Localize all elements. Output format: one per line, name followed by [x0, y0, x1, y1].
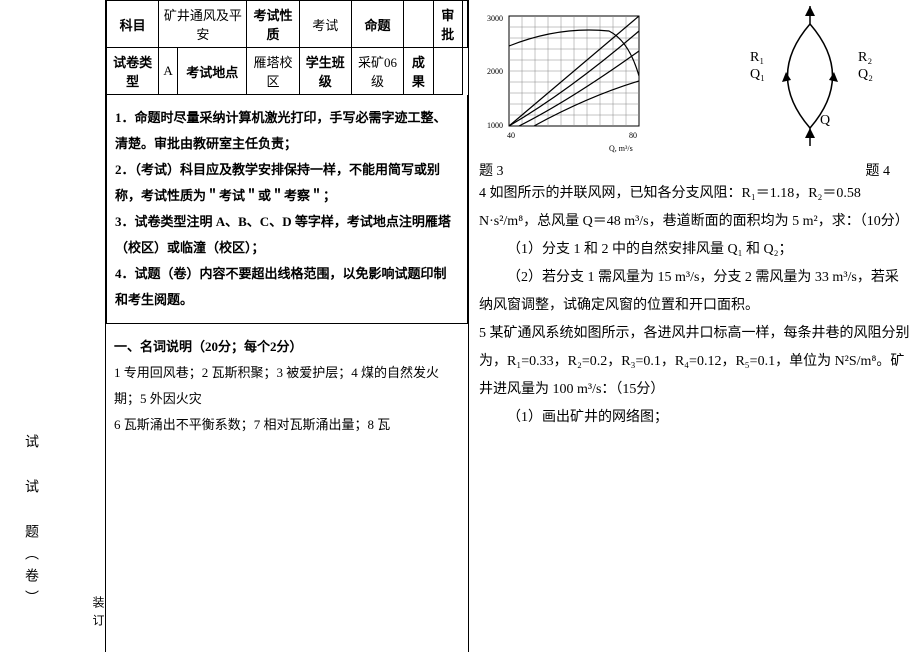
left-margin: 试 试 题（卷） 装订 [0, 0, 106, 652]
chart-figure-3: 3000 2000 1000 40 80 Q, m³/s [479, 6, 659, 156]
r1-label: R₁ [750, 50, 764, 65]
svg-text:80: 80 [629, 131, 637, 140]
problem-5-intro: 5 某矿通风系统如图所示，各进风井口标高一样，每条井巷的风阻分别为，R₁=0.3… [479, 320, 910, 404]
cell-score-h: 成果 [404, 48, 433, 95]
instructions-block: 1．命题时尽量采纳计算机激光打印，手写必需字迹工整、清楚。审批由教研室主任负责；… [106, 95, 468, 324]
cell-subject: 矿井通风及平安 [159, 1, 247, 48]
x-label: Q, m³/s [609, 144, 633, 153]
table-row: 试卷类型 A 考试地点 雁塔校区 学生班级 采矿06级 成果 [107, 48, 468, 95]
problems-block: 4 如图所示的并联风网，已知各分支风阻：R₁＝1.18，R₂＝0.58 N·s²… [479, 180, 910, 432]
instruction-line: 2．（考试）科目应及教学安排保持一样，不能用简写或别称，考试性质为＂考试＂或＂考… [115, 157, 459, 209]
y-tick: 1000 [487, 121, 503, 130]
cell-setter-h: 命题 [351, 1, 403, 48]
figures-row: 3000 2000 1000 40 80 Q, m³/s [479, 6, 910, 156]
info-table: 科目 矿井通风及平安 考试性质 考试 命题 审批 试卷类型 A 考试地点 雁塔校… [106, 0, 468, 95]
y-tick: 3000 [487, 14, 503, 23]
exam-page: 试 试 题（卷） 装订 科目 矿井通风及平安 考试性质 考试 命题 审批 试卷类… [0, 0, 920, 652]
cell-class-h: 学生班级 [299, 48, 351, 95]
section-title: 一、名词说明（20分；每个2分） [114, 334, 460, 360]
cell-subject-h: 科目 [107, 1, 159, 48]
cell-type-h: 考试性质 [247, 1, 299, 48]
cell-loc: 雁塔校区 [247, 48, 299, 95]
term-line: 1 专用回风巷；2 瓦斯积聚；3 被爱护层；4 煤的自然发火期；5 外因火灾 [114, 360, 460, 412]
problem-4-q1: （1）分支 1 和 2 中的自然安排风量 Q₁ 和 Q₂； [479, 236, 910, 264]
cell-score [433, 48, 462, 95]
cell-ptype-h: 试卷类型 [107, 48, 159, 95]
fig3-label: 题 3 [479, 160, 504, 180]
instruction-line: 3．试卷类型注明 A、B、C、D 等字样，考试地点注明雁塔（校区）或临潼（校区）… [115, 209, 459, 261]
problem-5-q1: （1）画出矿井的网络图； [479, 404, 910, 432]
cell-ptype: A [159, 48, 178, 95]
q1-label: Q₁ [750, 67, 765, 82]
svg-text:40: 40 [507, 131, 515, 140]
table-row: 科目 矿井通风及平安 考试性质 考试 命题 审批 [107, 1, 468, 48]
diagram-figure-4: R₁ Q₁ R₂ Q₂ Q [710, 6, 910, 146]
vertical-title: 试 试 题（卷） [20, 434, 40, 612]
r2-label: R₂ [858, 50, 872, 65]
instruction-line: 4．试题（卷）内容不要超出线格范围，以免影响试题印制和考生阅题。 [115, 261, 459, 313]
section-1: 一、名词说明（20分；每个2分） 1 专用回风巷；2 瓦斯积聚；3 被爱护层；4… [106, 324, 468, 448]
binding-label: 装订 [90, 596, 107, 632]
problem-4-q2: （2）若分支 1 需风量为 15 m³/s，分支 2 需风量为 33 m³/s，… [479, 264, 910, 320]
left-column: 科目 矿井通风及平安 考试性质 考试 命题 审批 试卷类型 A 考试地点 雁塔校… [106, 0, 469, 652]
right-column: 3000 2000 1000 40 80 Q, m³/s [469, 0, 920, 652]
q-label: Q [820, 113, 830, 128]
cell-approve [462, 1, 467, 48]
fig4-label: 题 4 [866, 160, 891, 180]
q2-label: Q₂ [858, 67, 873, 82]
term-line: 6 瓦斯涌出不平衡系数；7 相对瓦斯涌出量；8 瓦 [114, 412, 460, 438]
figure-labels: 题 3 题 4 [479, 160, 910, 180]
y-tick: 2000 [487, 67, 503, 76]
instruction-line: 1．命题时尽量采纳计算机激光打印，手写必需字迹工整、清楚。审批由教研室主任负责； [115, 105, 459, 157]
cell-type: 考试 [299, 1, 351, 48]
problem-4-intro: 4 如图所示的并联风网，已知各分支风阻：R₁＝1.18，R₂＝0.58 N·s²… [479, 180, 910, 236]
cell-approve-h: 审批 [433, 1, 462, 48]
cell-class: 采矿06级 [351, 48, 403, 95]
cell-setter [404, 1, 433, 48]
cell-loc-h: 考试地点 [177, 48, 246, 95]
